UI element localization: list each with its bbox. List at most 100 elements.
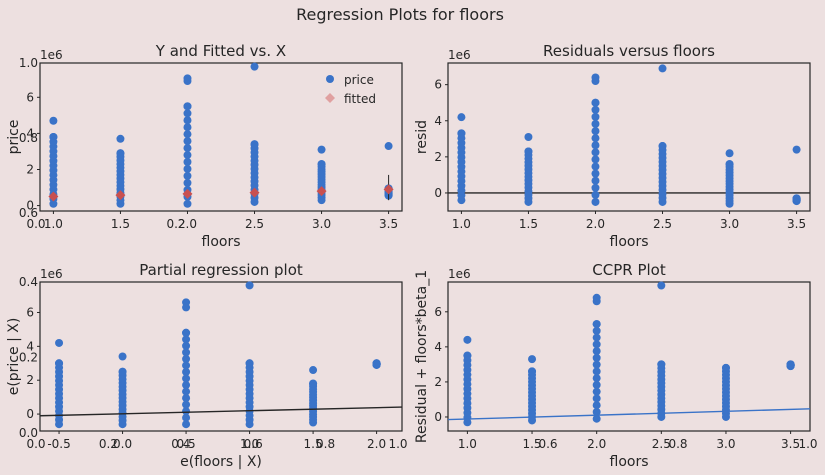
scatter-point <box>725 149 734 158</box>
scatter-point <box>309 379 318 388</box>
scatter-point <box>183 144 192 153</box>
scatter-point <box>183 178 192 187</box>
x-tick-label: -0.5 <box>47 437 70 451</box>
axis-offset-label: 1e6 <box>40 267 63 281</box>
legend-label-fitted: fitted <box>344 92 376 106</box>
x-tick-label: 3.0 <box>720 217 739 231</box>
y-tick-label: 2 <box>26 373 34 387</box>
x-tick-label: 3.5 <box>781 437 800 451</box>
scatter-point <box>592 407 601 416</box>
scatter-point <box>55 359 64 368</box>
y-tick-label: 4 <box>434 340 442 354</box>
y-tick-label: 0 <box>434 410 442 424</box>
underlay-xtick-label: 0.6 <box>538 437 557 451</box>
scatter-point <box>183 116 192 125</box>
scatter-point <box>245 359 254 368</box>
scatter-point <box>591 183 600 192</box>
underlay-ytick-label: 0.0 <box>19 426 38 440</box>
scatter-point <box>657 281 666 290</box>
underlay-xtick-label: 1.0 <box>388 437 407 451</box>
x-tick-label: 3.0 <box>716 437 735 451</box>
y-tick-label: 0 <box>434 186 442 200</box>
scatter-point <box>591 190 600 199</box>
x-tick-label: 1.0 <box>240 437 259 451</box>
axis-offset-label: 1e6 <box>448 48 471 62</box>
x-tick-label: 1.0 <box>452 217 471 231</box>
scatter-point <box>528 367 537 376</box>
scatter-point <box>592 353 601 362</box>
x-tick-label: 0.0 <box>113 437 132 451</box>
fitted-marker <box>316 186 327 197</box>
underlay-xtick-label: 0.6 <box>244 437 263 451</box>
scatter-point <box>182 387 191 396</box>
y-axis-label: resid <box>414 120 430 154</box>
scatter-point <box>183 199 192 208</box>
scatter-point <box>372 359 381 368</box>
scatter-point <box>457 113 466 122</box>
y-tick-label: 0 <box>26 407 34 421</box>
scatter-point <box>182 374 191 383</box>
scatter-point <box>182 420 191 429</box>
x-tick-label: 1.5 <box>304 437 323 451</box>
scatter-point <box>182 341 191 350</box>
chart-title: Y and Fitted vs. X <box>155 42 286 60</box>
scatter-point <box>591 73 600 82</box>
scatter-point <box>309 366 318 375</box>
scatter-point <box>786 360 795 369</box>
y-tick-label: 4 <box>26 339 34 353</box>
underlay-xtick-label: 0.8 <box>668 437 687 451</box>
scatter-point <box>591 148 600 157</box>
scatter-point <box>118 367 127 376</box>
scatter-point <box>592 401 601 410</box>
scatter-point <box>658 142 667 151</box>
scatter-point <box>182 381 191 390</box>
underlay-xtick-label: 1.0 <box>798 437 817 451</box>
scatter-point <box>591 119 600 128</box>
x-tick-label: 0.5 <box>177 437 196 451</box>
x-tick-label: 3.5 <box>379 217 398 231</box>
scatter-point <box>792 145 801 154</box>
y-tick-label: 6 <box>26 90 34 104</box>
legend-marker-fitted <box>325 93 335 103</box>
scatter-point <box>317 145 326 154</box>
scatter-point <box>591 112 600 121</box>
underlay-ytick-label: 0.6 <box>19 206 38 220</box>
scatter-point <box>183 102 192 111</box>
x-tick-label: 2.0 <box>178 217 197 231</box>
axes-frame <box>39 62 403 212</box>
scatter-point <box>528 355 537 364</box>
scatter-point <box>592 320 601 329</box>
scatter-point <box>592 367 601 376</box>
regression-fit-line <box>447 408 811 421</box>
fitted-marker <box>383 184 394 195</box>
scatter-point <box>49 116 58 125</box>
scatter-point <box>463 335 472 344</box>
fitted-marker <box>48 191 59 202</box>
y-tick-label: 6 <box>26 305 34 319</box>
scatter-point <box>524 147 533 156</box>
scatter-point <box>182 298 191 307</box>
scatter-point <box>592 380 601 389</box>
scatter-point <box>317 160 326 169</box>
x-axis-label: e(floors | X) <box>180 454 262 470</box>
underlay-xtick-label: 0.4 <box>171 437 190 451</box>
scatter-point <box>592 394 601 403</box>
x-tick-label: 2.5 <box>245 217 264 231</box>
scatter-point <box>183 171 192 180</box>
scatter-point <box>592 326 601 335</box>
scatter-point <box>250 140 259 149</box>
scatter-point <box>592 387 601 396</box>
scatter-point <box>182 394 191 403</box>
x-tick-label: 2.0 <box>587 437 606 451</box>
x-tick-label: 1.0 <box>44 217 63 231</box>
scatter-point <box>182 400 191 409</box>
x-tick-label: 2.0 <box>586 217 605 231</box>
y-tick-label: 6 <box>434 305 442 319</box>
scatter-point <box>592 333 601 342</box>
underlay-ytick-label: 0.4 <box>19 275 38 289</box>
scatter-point <box>55 338 64 347</box>
fitted-marker <box>249 187 260 198</box>
scatter-point <box>592 374 601 383</box>
figure-suptitle: Regression Plots for floors <box>296 5 504 24</box>
